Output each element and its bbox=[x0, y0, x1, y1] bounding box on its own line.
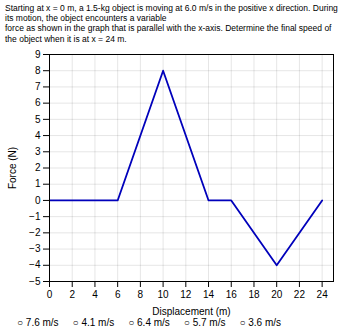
svg-text:5: 5 bbox=[35, 113, 41, 124]
svg-text:6: 6 bbox=[115, 288, 121, 299]
svg-text:10: 10 bbox=[158, 288, 170, 299]
svg-text:9: 9 bbox=[35, 48, 41, 59]
svg-text:−5: −5 bbox=[29, 275, 41, 286]
svg-text:8: 8 bbox=[138, 288, 144, 299]
svg-text:4: 4 bbox=[35, 130, 41, 141]
html-text:Starting at x = 0 m, a 1.5-kg: Starting at x = 0 m, a 1.5-kg object is … bbox=[5, 3, 338, 24]
html-text:○ 7.6 m/s: ○ 7.6 m/s bbox=[17, 316, 59, 328]
svg-text:16: 16 bbox=[226, 288, 238, 299]
svg-text:0: 0 bbox=[35, 194, 41, 205]
svg-text:18: 18 bbox=[248, 288, 260, 299]
svg-text:12: 12 bbox=[180, 288, 192, 299]
svg-text:2: 2 bbox=[35, 162, 41, 173]
svg-text:7: 7 bbox=[35, 81, 41, 92]
html-text:force as shown in the graph th: force as shown in the graph that is para… bbox=[5, 23, 332, 44]
svg-text:Force (N): Force (N) bbox=[7, 147, 18, 189]
svg-text:2: 2 bbox=[69, 288, 75, 299]
svg-text:−1: −1 bbox=[29, 211, 41, 222]
html-text:○ 6.4 m/s: ○ 6.4 m/s bbox=[128, 316, 170, 328]
svg-text:1: 1 bbox=[35, 178, 41, 189]
svg-text:14: 14 bbox=[203, 288, 215, 299]
svg-text:−4: −4 bbox=[29, 259, 41, 270]
svg-text:6: 6 bbox=[35, 97, 41, 108]
svg-text:4: 4 bbox=[92, 288, 98, 299]
svg-text:3: 3 bbox=[35, 146, 41, 157]
svg-text:22: 22 bbox=[294, 288, 306, 299]
svg-text:−3: −3 bbox=[29, 243, 41, 254]
svg-text:0: 0 bbox=[47, 288, 53, 299]
svg-text:8: 8 bbox=[35, 65, 41, 76]
html-text:○ 3.6 m/s: ○ 3.6 m/s bbox=[239, 316, 281, 328]
svg-text:−2: −2 bbox=[29, 227, 41, 238]
html-text:○ 4.1 m/s: ○ 4.1 m/s bbox=[72, 316, 115, 328]
svg-text:24: 24 bbox=[317, 288, 329, 299]
svg-text:20: 20 bbox=[271, 288, 283, 299]
html-text:○ 5.7 m/s: ○ 5.7 m/s bbox=[183, 316, 226, 328]
svg-text:Displacement (m): Displacement (m) bbox=[152, 305, 230, 316]
